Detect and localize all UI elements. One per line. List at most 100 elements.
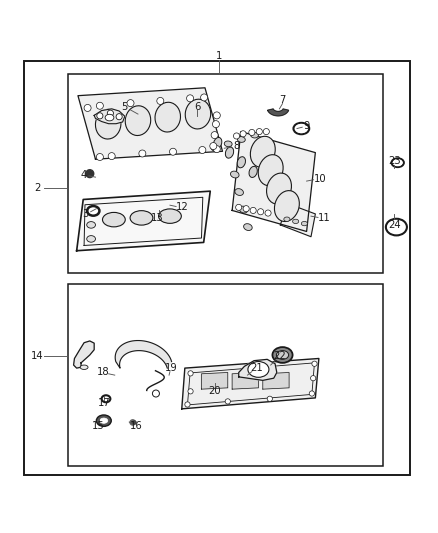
Ellipse shape xyxy=(389,222,404,232)
Text: 17: 17 xyxy=(97,398,110,408)
Circle shape xyxy=(258,209,264,215)
Ellipse shape xyxy=(226,147,233,158)
Circle shape xyxy=(212,120,219,128)
Ellipse shape xyxy=(87,222,95,228)
Ellipse shape xyxy=(392,158,404,167)
Text: 3: 3 xyxy=(82,209,88,219)
Polygon shape xyxy=(239,359,277,381)
Text: 5: 5 xyxy=(122,102,128,111)
Circle shape xyxy=(187,95,194,102)
Polygon shape xyxy=(232,132,315,231)
Ellipse shape xyxy=(100,418,108,423)
Circle shape xyxy=(201,94,208,101)
Circle shape xyxy=(250,207,256,214)
Ellipse shape xyxy=(237,157,245,168)
Circle shape xyxy=(312,361,317,366)
Text: 6: 6 xyxy=(194,102,200,111)
Ellipse shape xyxy=(293,219,299,223)
Circle shape xyxy=(263,128,269,135)
Ellipse shape xyxy=(251,132,258,138)
Bar xyxy=(68,74,383,273)
Circle shape xyxy=(157,98,164,104)
Polygon shape xyxy=(77,191,210,251)
Circle shape xyxy=(188,389,193,394)
Ellipse shape xyxy=(249,166,257,177)
Polygon shape xyxy=(74,341,94,368)
Ellipse shape xyxy=(272,347,293,363)
Circle shape xyxy=(225,399,230,404)
Polygon shape xyxy=(280,207,315,237)
Circle shape xyxy=(309,391,314,396)
Ellipse shape xyxy=(275,191,299,222)
Circle shape xyxy=(139,150,146,157)
Polygon shape xyxy=(232,373,258,389)
Polygon shape xyxy=(94,109,125,124)
Ellipse shape xyxy=(386,219,407,236)
Polygon shape xyxy=(115,341,172,368)
Ellipse shape xyxy=(105,114,114,121)
Text: 9: 9 xyxy=(304,122,310,131)
Text: 18: 18 xyxy=(97,367,109,377)
Text: 10: 10 xyxy=(314,174,326,184)
Text: 22: 22 xyxy=(273,351,286,361)
Ellipse shape xyxy=(258,155,283,185)
Ellipse shape xyxy=(185,99,211,129)
Circle shape xyxy=(130,420,135,425)
Circle shape xyxy=(265,210,271,216)
Ellipse shape xyxy=(301,221,307,226)
Polygon shape xyxy=(201,373,228,389)
Ellipse shape xyxy=(224,141,232,147)
Circle shape xyxy=(185,402,190,407)
Ellipse shape xyxy=(80,365,88,369)
Ellipse shape xyxy=(235,189,244,196)
Ellipse shape xyxy=(87,236,95,242)
Text: 2: 2 xyxy=(34,183,40,192)
Text: 4: 4 xyxy=(80,169,86,180)
Ellipse shape xyxy=(102,213,125,227)
Circle shape xyxy=(236,204,242,211)
Circle shape xyxy=(211,132,218,139)
Circle shape xyxy=(188,371,193,376)
Ellipse shape xyxy=(102,395,110,402)
Polygon shape xyxy=(263,373,289,389)
Circle shape xyxy=(256,128,262,135)
Circle shape xyxy=(127,100,134,107)
Text: 24: 24 xyxy=(388,220,400,230)
Circle shape xyxy=(267,396,272,401)
Text: 21: 21 xyxy=(250,363,263,373)
Circle shape xyxy=(97,113,103,119)
Ellipse shape xyxy=(276,351,289,359)
Ellipse shape xyxy=(155,102,180,132)
Polygon shape xyxy=(78,88,223,159)
Circle shape xyxy=(249,130,255,135)
Ellipse shape xyxy=(87,206,99,216)
Circle shape xyxy=(311,376,316,381)
Text: 19: 19 xyxy=(164,363,177,373)
Ellipse shape xyxy=(95,109,121,139)
Circle shape xyxy=(240,131,246,137)
Ellipse shape xyxy=(293,123,309,134)
Bar xyxy=(68,284,383,466)
Ellipse shape xyxy=(125,106,151,135)
Ellipse shape xyxy=(284,217,290,221)
Circle shape xyxy=(152,390,159,397)
Ellipse shape xyxy=(248,361,269,377)
Circle shape xyxy=(210,142,217,150)
Ellipse shape xyxy=(244,224,252,230)
Circle shape xyxy=(96,154,103,160)
Circle shape xyxy=(243,206,249,212)
Ellipse shape xyxy=(211,146,219,151)
Ellipse shape xyxy=(267,173,291,204)
Polygon shape xyxy=(268,109,289,116)
Text: 16: 16 xyxy=(129,422,142,431)
Text: 11: 11 xyxy=(318,213,331,223)
Text: 14: 14 xyxy=(31,351,43,361)
Circle shape xyxy=(170,148,177,155)
Circle shape xyxy=(108,152,115,159)
Circle shape xyxy=(86,169,94,177)
Text: 1: 1 xyxy=(216,51,222,61)
Bar xyxy=(24,61,410,474)
Text: 23: 23 xyxy=(388,156,400,166)
Ellipse shape xyxy=(230,171,239,178)
Circle shape xyxy=(84,104,91,111)
